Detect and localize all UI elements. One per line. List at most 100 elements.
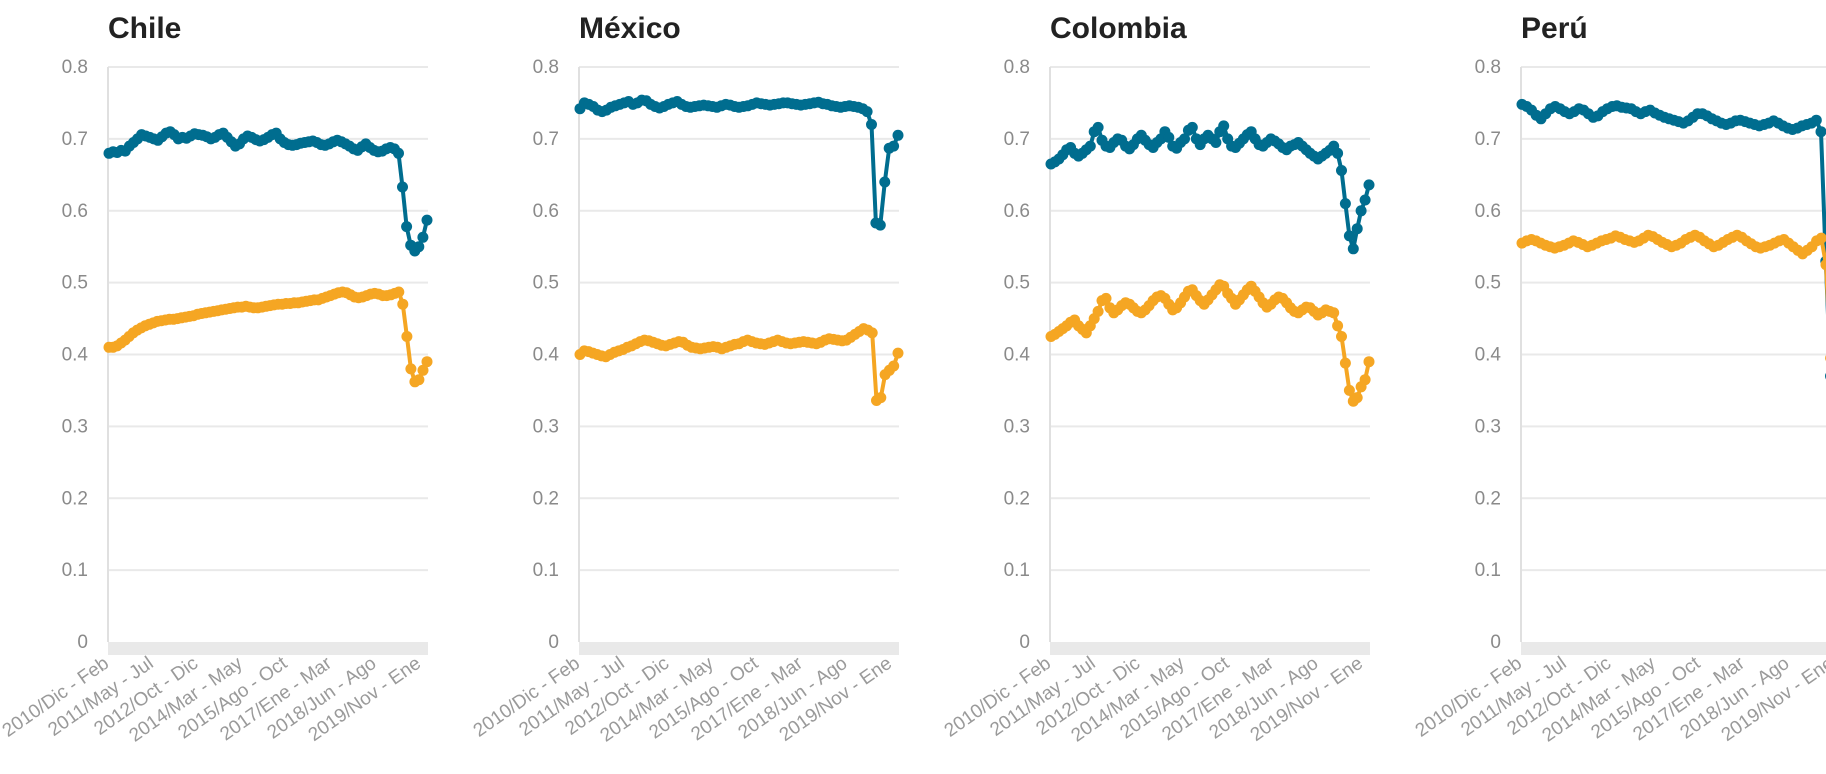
data-point (1186, 121, 1198, 133)
data-point (393, 147, 404, 159)
data-point (401, 331, 413, 342)
data-point (892, 129, 904, 141)
y-tick-label: 0.1 (1004, 560, 1030, 581)
data-point (421, 356, 433, 368)
y-tick-label: 0 (548, 632, 559, 653)
y-tick-label: 0.6 (62, 201, 88, 222)
y-tick-label: 0.7 (533, 129, 559, 150)
y-tick-label: 0.3 (1475, 416, 1501, 437)
data-point (1351, 223, 1363, 235)
data-point (1336, 165, 1347, 176)
data-point (1218, 120, 1230, 132)
data-point (413, 374, 425, 386)
y-tick-label: 0.4 (533, 345, 560, 366)
data-point (401, 221, 413, 233)
y-tick-label: 0.8 (533, 57, 559, 78)
data-point (1815, 126, 1826, 138)
x-axis-band (108, 642, 428, 655)
x-axis-band (579, 642, 899, 655)
x-axis-band (1050, 642, 1370, 655)
data-point (1359, 374, 1371, 386)
y-tick-label: 0.6 (533, 201, 559, 222)
series-line (578, 98, 900, 228)
data-point (1210, 137, 1222, 148)
y-tick-label: 0.2 (1475, 488, 1501, 509)
y-tick-label: 0.7 (1475, 129, 1501, 150)
data-point (393, 286, 405, 298)
y-tick-label: 0.5 (1475, 273, 1501, 294)
data-point (1343, 384, 1355, 396)
data-point (1092, 121, 1104, 133)
data-point (1339, 198, 1351, 210)
data-point (1332, 320, 1344, 332)
x-axis-band (1521, 642, 1826, 655)
series-line (1521, 102, 1826, 315)
data-point (1336, 331, 1347, 342)
data-point (1820, 259, 1826, 271)
data-point (1100, 292, 1112, 304)
data-point (1355, 205, 1367, 217)
chart-title: México (579, 12, 681, 45)
data-point (1359, 194, 1371, 206)
y-tick-label: 0.6 (1475, 201, 1501, 222)
data-point (413, 241, 425, 253)
data-point (879, 176, 891, 188)
y-tick-label: 0.3 (62, 416, 88, 437)
data-point (861, 106, 873, 118)
y-tick-label: 0.4 (1475, 345, 1502, 366)
y-tick-label: 0.7 (62, 129, 88, 150)
y-tick-label: 0.3 (533, 416, 559, 437)
y-tick-label: 0.8 (1004, 57, 1030, 78)
data-point (1347, 243, 1359, 255)
y-tick-label: 0.5 (533, 273, 559, 294)
y-tick-label: 0.2 (533, 488, 559, 509)
data-point (874, 219, 886, 231)
y-tick-label: 0 (77, 632, 88, 653)
y-tick-label: 0.1 (533, 560, 559, 581)
data-point (417, 364, 429, 376)
data-point (1179, 133, 1190, 145)
chart-title: Chile (108, 12, 181, 45)
data-point (397, 181, 408, 193)
chart-panel: México00.10.20.30.40.50.60.70.82010/Dic … (470, 12, 904, 746)
y-tick-label: 0.5 (62, 273, 88, 294)
data-point (1163, 131, 1175, 143)
data-point (1092, 305, 1104, 317)
y-tick-label: 0 (1490, 632, 1501, 653)
data-point (875, 392, 887, 404)
data-point (397, 298, 409, 310)
y-tick-label: 0.1 (1475, 560, 1501, 581)
y-tick-label: 0.8 (1475, 57, 1501, 78)
data-point (866, 327, 878, 339)
chart-title: Perú (1521, 12, 1588, 45)
y-tick-label: 0.3 (1004, 416, 1030, 437)
y-tick-label: 0.2 (62, 488, 88, 509)
data-point (1328, 307, 1340, 319)
data-point (417, 231, 429, 243)
chart-title: Colombia (1050, 12, 1187, 45)
y-tick-label: 0.4 (62, 345, 89, 366)
data-point (421, 214, 433, 226)
data-point (1815, 232, 1826, 244)
chart-panel: Colombia00.10.20.30.40.50.60.70.82010/Di… (941, 12, 1375, 746)
data-point (1084, 140, 1096, 152)
data-point (888, 140, 900, 152)
data-point (1332, 147, 1344, 159)
y-tick-label: 0.6 (1004, 201, 1030, 222)
data-point (1363, 179, 1375, 191)
y-tick-label: 0.2 (1004, 488, 1030, 509)
data-point (1363, 356, 1375, 368)
y-tick-label: 0 (1019, 632, 1030, 653)
data-point (1343, 230, 1355, 242)
data-point (1351, 392, 1363, 404)
data-point (1810, 114, 1822, 126)
y-tick-label: 0.5 (1004, 273, 1030, 294)
data-point (405, 363, 417, 375)
y-tick-label: 0.7 (1004, 129, 1030, 150)
data-point (866, 119, 877, 130)
y-tick-label: 0.4 (1004, 345, 1031, 366)
data-point (1339, 357, 1351, 369)
